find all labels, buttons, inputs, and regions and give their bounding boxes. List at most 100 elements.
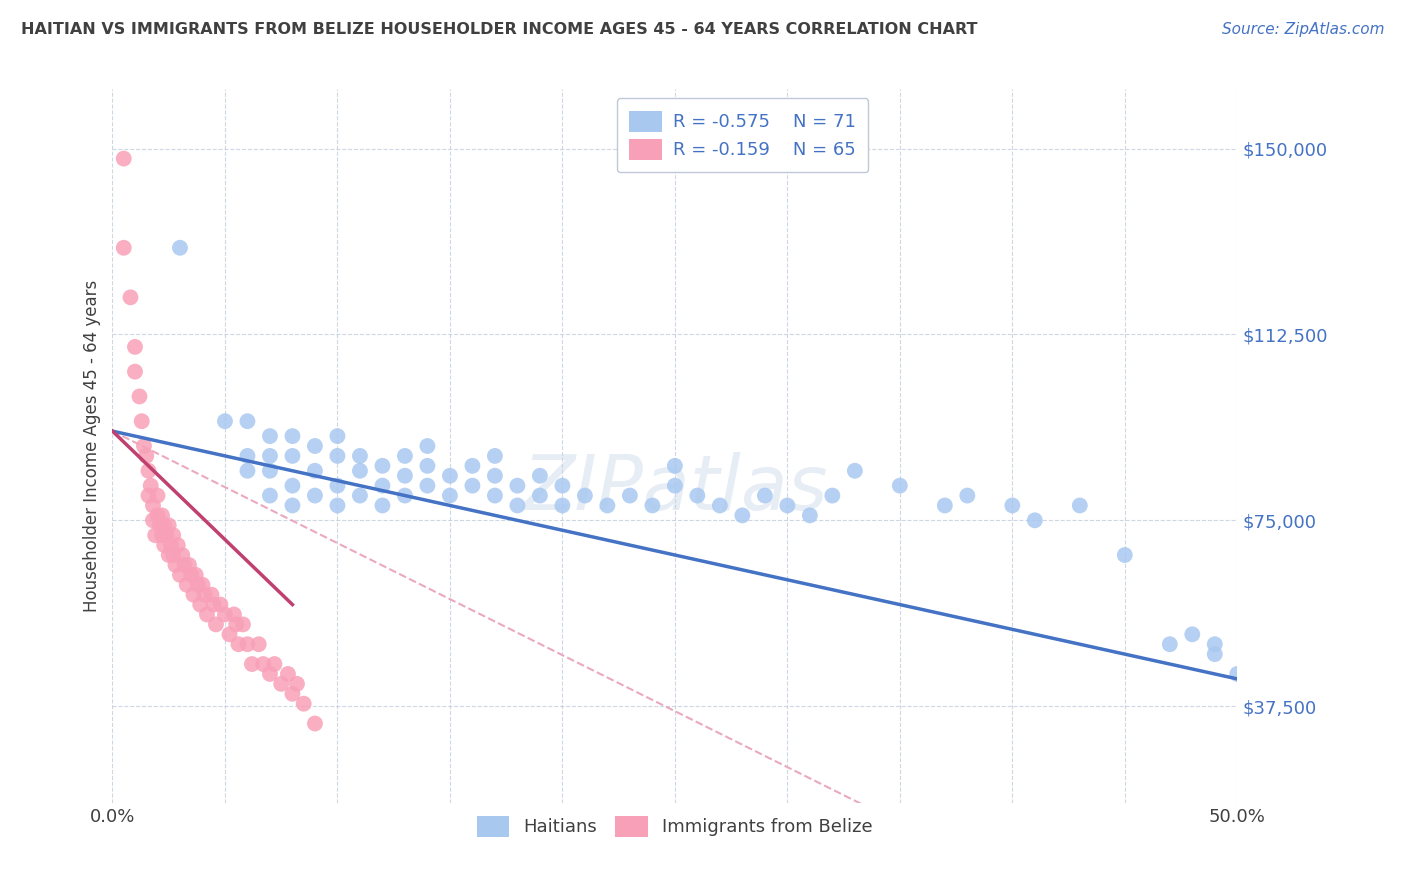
Point xyxy=(1204,647,1226,661)
Point xyxy=(277,667,299,681)
Point xyxy=(209,598,232,612)
Point xyxy=(529,468,551,483)
Point xyxy=(596,499,619,513)
Point xyxy=(281,449,304,463)
Point xyxy=(551,499,574,513)
Point xyxy=(149,518,172,533)
Point xyxy=(157,518,180,533)
Point xyxy=(270,677,292,691)
Point xyxy=(112,241,135,255)
Point xyxy=(157,548,180,562)
Point xyxy=(664,478,686,492)
Point xyxy=(394,468,416,483)
Point xyxy=(281,478,304,492)
Point xyxy=(162,548,184,562)
Point xyxy=(484,468,506,483)
Point xyxy=(138,489,160,503)
Point xyxy=(506,478,529,492)
Point xyxy=(236,464,259,478)
Text: HAITIAN VS IMMIGRANTS FROM BELIZE HOUSEHOLDER INCOME AGES 45 - 64 YEARS CORRELAT: HAITIAN VS IMMIGRANTS FROM BELIZE HOUSEH… xyxy=(21,22,977,37)
Point xyxy=(1069,499,1091,513)
Point xyxy=(349,449,371,463)
Point xyxy=(371,499,394,513)
Point xyxy=(641,499,664,513)
Point xyxy=(135,449,157,463)
Point xyxy=(143,528,166,542)
Point xyxy=(187,578,209,592)
Point xyxy=(120,290,142,304)
Point xyxy=(1204,637,1226,651)
Point xyxy=(754,489,776,503)
Point xyxy=(1226,667,1249,681)
Point xyxy=(506,499,529,513)
Point xyxy=(292,697,315,711)
Point xyxy=(285,677,308,691)
Point xyxy=(124,340,146,354)
Text: Source: ZipAtlas.com: Source: ZipAtlas.com xyxy=(1222,22,1385,37)
Point xyxy=(281,429,304,443)
Point xyxy=(184,567,207,582)
Point xyxy=(304,439,326,453)
Point xyxy=(146,489,169,503)
Point xyxy=(172,548,194,562)
Point xyxy=(461,458,484,473)
Point xyxy=(304,489,326,503)
Point xyxy=(1181,627,1204,641)
Point xyxy=(821,489,844,503)
Point xyxy=(484,489,506,503)
Point xyxy=(218,627,240,641)
Point xyxy=(146,508,169,523)
Point xyxy=(259,464,281,478)
Point xyxy=(844,464,866,478)
Point xyxy=(664,458,686,473)
Point xyxy=(112,152,135,166)
Point xyxy=(529,489,551,503)
Point xyxy=(173,558,195,572)
Point xyxy=(142,499,165,513)
Point xyxy=(232,617,254,632)
Point xyxy=(304,464,326,478)
Point xyxy=(128,389,150,403)
Point xyxy=(484,449,506,463)
Point xyxy=(240,657,263,671)
Point xyxy=(222,607,245,622)
Point xyxy=(195,607,218,622)
Point xyxy=(776,499,799,513)
Point xyxy=(326,449,349,463)
Point xyxy=(799,508,821,523)
Point xyxy=(263,657,285,671)
Point xyxy=(461,478,484,492)
Point xyxy=(225,617,247,632)
Point xyxy=(416,478,439,492)
Point xyxy=(153,538,176,552)
Point xyxy=(686,489,709,503)
Point xyxy=(205,617,228,632)
Point xyxy=(304,716,326,731)
Point xyxy=(236,414,259,428)
Point xyxy=(889,478,911,492)
Point xyxy=(326,429,349,443)
Point xyxy=(153,518,176,533)
Point xyxy=(1114,548,1136,562)
Point xyxy=(202,598,225,612)
Point xyxy=(138,464,160,478)
Point xyxy=(176,578,198,592)
Point xyxy=(150,508,173,523)
Point xyxy=(1001,499,1024,513)
Point xyxy=(709,499,731,513)
Point xyxy=(956,489,979,503)
Point xyxy=(349,489,371,503)
Point xyxy=(281,499,304,513)
Point xyxy=(214,414,236,428)
Point xyxy=(139,478,162,492)
Point xyxy=(394,489,416,503)
Point xyxy=(165,558,187,572)
Point xyxy=(259,667,281,681)
Point xyxy=(1159,637,1181,651)
Point xyxy=(188,598,211,612)
Point xyxy=(439,468,461,483)
Point xyxy=(1024,513,1046,527)
Point xyxy=(252,657,274,671)
Point xyxy=(177,558,200,572)
Legend: Haitians, Immigrants from Belize: Haitians, Immigrants from Belize xyxy=(470,808,880,844)
